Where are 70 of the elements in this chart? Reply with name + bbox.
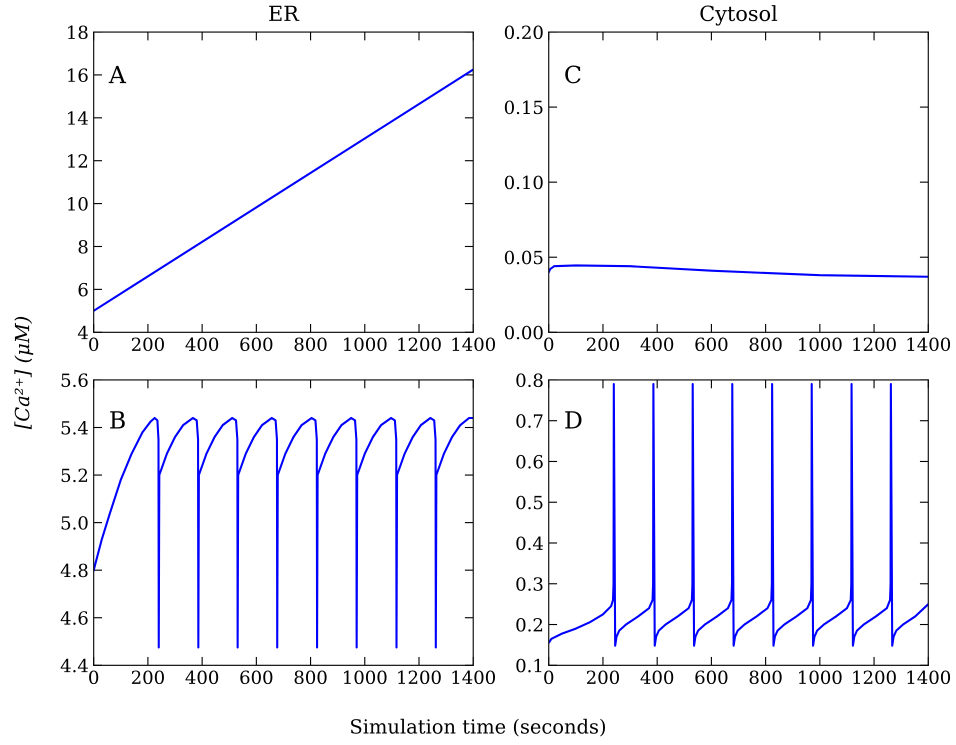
x-tick-label: 200	[586, 337, 619, 352]
y-tick-label: 0.00	[504, 326, 543, 340]
x-tick-label: 200	[132, 670, 164, 684]
y-tick-label: 0.20	[504, 25, 543, 40]
line-series	[548, 382, 928, 647]
x-tick-label: 400	[640, 337, 674, 352]
y-tick-label: 0.4	[516, 536, 543, 550]
x-tick-label: 1000	[799, 337, 842, 352]
y-tick-label: 18	[68, 25, 88, 40]
x-tick-label: 1200	[853, 670, 896, 684]
x-tick-label: 800	[294, 670, 327, 684]
x-tick-label: 1400	[452, 337, 495, 352]
x-tick-label: 0	[89, 670, 98, 684]
x-tick-label: 1000	[344, 670, 387, 684]
y-tick-label: 0.15	[504, 100, 542, 114]
annotation: B	[110, 411, 125, 428]
x-tick-label: 800	[294, 337, 327, 352]
x-tick-label: 0	[544, 337, 554, 352]
line-series	[548, 264, 928, 278]
y-tick-label: 4	[78, 326, 88, 340]
x-tick-label: 800	[750, 670, 782, 684]
x-tick-label: 200	[132, 337, 164, 352]
y-tick-label: 6	[78, 282, 88, 296]
y-tick-label: 8	[78, 240, 88, 254]
y-tick-label: 4.6	[60, 611, 88, 625]
x-tick-label: 600	[240, 337, 272, 352]
x-tick-label: 1200	[853, 337, 896, 352]
x-tick-label: 200	[586, 670, 619, 684]
y-tick-label: 0.05	[504, 250, 542, 264]
x-tick-label: 600	[695, 337, 728, 352]
y-tick-label: 14	[68, 111, 88, 125]
x-tick-label: 1200	[398, 670, 441, 684]
x-tick-label: 600	[695, 670, 728, 684]
y-tick-label: 0.6	[516, 454, 543, 469]
x-tick-label: 1400	[908, 337, 950, 352]
y-tick-label: 5.4	[62, 420, 88, 435]
annotation: A	[108, 66, 126, 84]
y-tick-label: 0.2	[516, 618, 542, 632]
y-tick-label: 0.7	[516, 414, 543, 428]
x-axis-title: Simulation time (seconds)	[351, 718, 606, 737]
chart-title: ER	[269, 6, 300, 21]
y-tick-label: 0.5	[516, 496, 542, 510]
y-tick-label: 0.10	[504, 176, 543, 190]
y-tick-label: 4.8	[60, 564, 88, 578]
y-tick-label: 0.1	[516, 658, 542, 672]
annotation: C	[565, 66, 581, 84]
y-tick-label: 4.4	[60, 658, 88, 672]
x-tick-label: 400	[640, 670, 674, 684]
y-tick-label: 5.2	[62, 468, 88, 482]
y-tick-label: 5.0	[62, 516, 88, 530]
x-tick-label: 800	[750, 337, 782, 352]
x-tick-label: 600	[240, 670, 272, 684]
x-tick-label: 400	[185, 670, 218, 684]
y-tick-label: 16	[68, 68, 88, 82]
x-tick-label: 0	[89, 337, 98, 352]
y-tick-label: 5.6	[62, 373, 88, 388]
y-tick-label: 0.8	[516, 373, 543, 388]
x-tick-label: 1400	[908, 670, 950, 684]
x-tick-label: 1400	[452, 670, 495, 684]
chart-title: Cytosol	[700, 5, 778, 26]
x-tick-label: 1000	[799, 670, 842, 684]
x-tick-label: 1000	[344, 337, 387, 352]
y-axis-title: [Ca²⁺] (μM)	[14, 316, 34, 430]
x-tick-label: 400	[185, 337, 218, 352]
annotation: D	[565, 411, 582, 428]
x-tick-label: 1200	[398, 337, 441, 352]
y-tick-label: 10	[68, 197, 88, 211]
x-tick-label: 0	[544, 670, 554, 684]
y-tick-label: 12	[68, 154, 88, 168]
y-tick-label: 0.3	[516, 577, 543, 591]
